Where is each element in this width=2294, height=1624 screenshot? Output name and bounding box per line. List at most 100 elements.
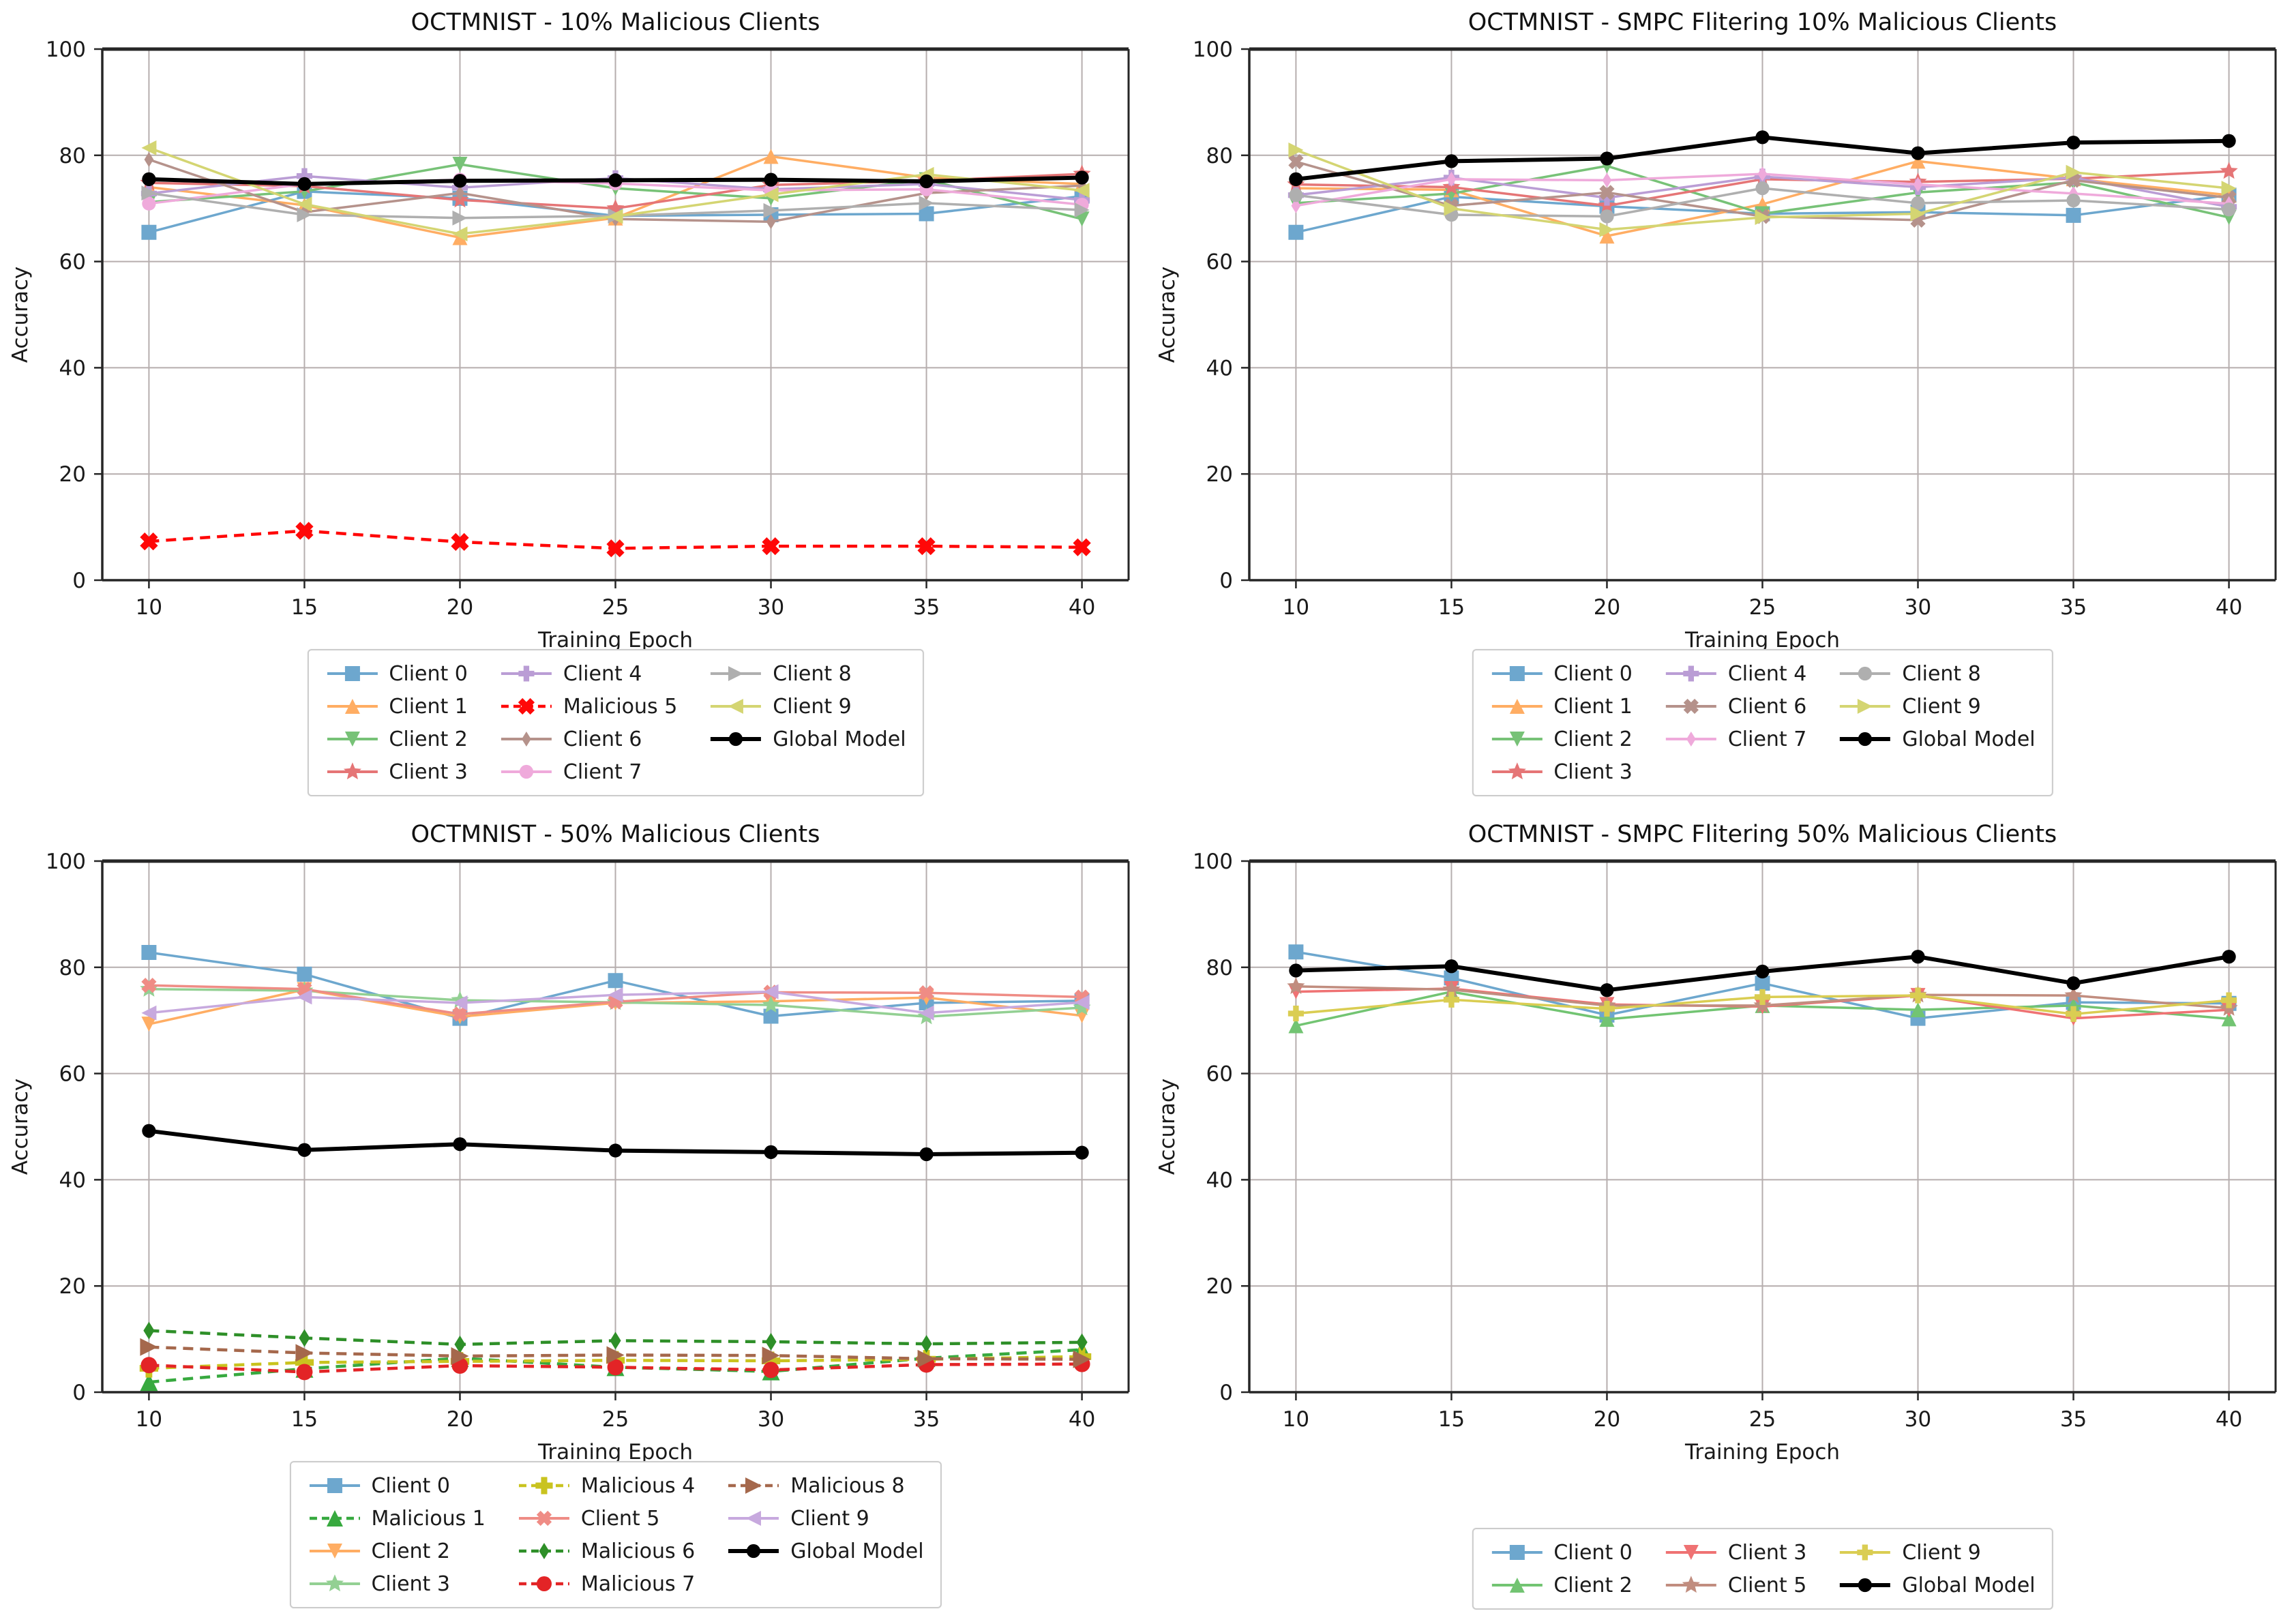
marker-global-model-epoch-20 bbox=[453, 174, 467, 188]
legend-item-malicious-4: Malicious 4 bbox=[517, 1469, 695, 1502]
legend-item-client-0: Client 0 bbox=[1489, 657, 1633, 690]
marker-client-9-epoch-30 bbox=[763, 984, 779, 999]
legend-item-global-model: Global Model bbox=[1838, 1569, 2036, 1602]
marker-client-9-epoch-30 bbox=[1910, 206, 1926, 222]
x-axis-label: Training Epoch bbox=[1684, 628, 1840, 652]
marker-client-8-epoch-20 bbox=[1600, 209, 1614, 224]
marker-global-model-epoch-10 bbox=[142, 172, 156, 186]
marker-global-model-epoch-40 bbox=[2222, 950, 2236, 964]
bottom-left-legend: Client 0 Malicious 1 Client 2 Client 3 Malic… bbox=[289, 1461, 942, 1608]
legend-item-client-3: Client 3 bbox=[1489, 755, 1633, 788]
x-tick-label: 30 bbox=[1905, 595, 1931, 620]
x-tick-label: 20 bbox=[1594, 1407, 1620, 1432]
chart-title: OCTMNIST - 50% Malicious Clients bbox=[411, 821, 820, 848]
legend-marker-client-9 bbox=[1840, 1544, 1891, 1561]
marker-client-3-epoch-30 bbox=[762, 995, 780, 1013]
x-tick-label: 25 bbox=[1749, 1407, 1776, 1432]
marker-global-model-epoch-25 bbox=[1755, 964, 1770, 979]
marker-client-8-epoch-30 bbox=[1911, 196, 1925, 211]
marker-global-model-epoch-25 bbox=[608, 173, 623, 187]
marker-malicious-5-epoch-20 bbox=[451, 532, 469, 552]
x-axis-label: Training Epoch bbox=[537, 628, 693, 652]
marker-global-model-epoch-40 bbox=[1075, 1145, 1089, 1160]
legend-item-client-5: Client 5 bbox=[1664, 1569, 1806, 1602]
legend-item-client-2: Client 2 bbox=[325, 723, 468, 755]
marker-client-9-epoch-10 bbox=[1288, 142, 1304, 158]
marker-client-5-epoch-20 bbox=[452, 1006, 468, 1022]
chart-title: OCTMNIST - SMPC Flitering 50% Malicious … bbox=[1468, 821, 2057, 848]
marker-client-3-epoch-40 bbox=[1073, 998, 1091, 1016]
marker-client-0-epoch-15 bbox=[297, 966, 312, 982]
bottom-left-plot-svg: 10 15 20 25 30 35 40 0 20 40 60 80 100 OCTMNIST - 50%… bbox=[8, 821, 1130, 1464]
x-tick-label: 25 bbox=[1749, 595, 1776, 620]
marker-client-8-epoch-35 bbox=[2066, 193, 2081, 208]
marker-client-2-epoch-35 bbox=[2066, 997, 2081, 1013]
legend-marker-client-6 bbox=[1665, 698, 1716, 715]
marker-global-model-epoch-30 bbox=[1911, 950, 1925, 964]
marker-client-7-epoch-10 bbox=[142, 196, 156, 211]
legend-marker-client-0 bbox=[1491, 666, 1543, 681]
marker-client-0-epoch-10 bbox=[1288, 944, 1304, 960]
marker-client-7-epoch-25 bbox=[1757, 166, 1768, 182]
legend-label: Malicious 8 bbox=[790, 1473, 905, 1498]
legend-sample-marker bbox=[1509, 1545, 1525, 1560]
marker-malicious-1-epoch-10 bbox=[140, 1373, 158, 1392]
legend-item-client-7: Client 7 bbox=[499, 755, 677, 788]
marker-client-0-epoch-10 bbox=[141, 224, 157, 240]
top-right-legend: Client 0 Client 1 Client 2 Client 3 Client 4… bbox=[1472, 649, 2053, 796]
marker-global-model-epoch-20 bbox=[1600, 151, 1614, 166]
marker-client-1-epoch-30 bbox=[763, 149, 779, 164]
marker-malicious-8-epoch-15 bbox=[295, 1344, 314, 1362]
legend-label: Client 6 bbox=[563, 727, 642, 751]
y-tick-label: 100 bbox=[46, 849, 86, 874]
legend-item-malicious-5: Malicious 5 bbox=[499, 690, 677, 723]
y-tick-label: 60 bbox=[59, 1062, 86, 1087]
legend-label: Client 0 bbox=[1553, 1540, 1633, 1565]
legend-label: Client 9 bbox=[1902, 1540, 1981, 1565]
y-tick-label: 60 bbox=[1206, 250, 1233, 275]
legend-item-client-5: Client 5 bbox=[517, 1502, 695, 1535]
marker-malicious-5-epoch-25 bbox=[606, 539, 625, 558]
chart-panel-top-left: 10 15 20 25 30 35 40 0 20 40 60 80 100 OCTMNIST - 10%… bbox=[0, 0, 1147, 812]
marker-malicious-5-epoch-15 bbox=[295, 522, 314, 540]
marker-malicious-4-epoch-30 bbox=[761, 1351, 781, 1370]
marker-client-9-epoch-10 bbox=[141, 1005, 157, 1021]
legend-marker-client-2 bbox=[327, 732, 378, 747]
legend-sample-marker bbox=[1857, 1544, 1873, 1561]
x-tick-label: 10 bbox=[136, 595, 162, 620]
legend-label: Global Model bbox=[773, 727, 906, 751]
legend-item-client-0: Client 0 bbox=[307, 1469, 485, 1502]
marker-global-model-epoch-20 bbox=[1600, 983, 1614, 997]
marker-global-model-epoch-30 bbox=[764, 1145, 778, 1160]
marker-client-5-epoch-35 bbox=[919, 985, 934, 1001]
legend-marker-client-2 bbox=[1491, 732, 1543, 747]
marker-global-model-epoch-40 bbox=[2222, 134, 2236, 148]
y-tick-label: 20 bbox=[59, 462, 86, 487]
legend-label: Client 2 bbox=[371, 1539, 450, 1563]
legend-marker-global-model bbox=[728, 1544, 779, 1559]
y-tick-label: 40 bbox=[59, 356, 86, 380]
x-tick-label: 20 bbox=[1594, 595, 1620, 620]
legend-label: Client 9 bbox=[790, 1506, 869, 1531]
legend-item-global-model: Global Model bbox=[1838, 723, 2036, 755]
legend-marker-malicious-4 bbox=[518, 1477, 569, 1494]
y-tick-label: 0 bbox=[72, 1381, 86, 1405]
marker-client-9-epoch-15 bbox=[297, 196, 312, 212]
legend-label: Client 0 bbox=[371, 1473, 450, 1498]
legend-label: Client 3 bbox=[1727, 1540, 1807, 1565]
marker-client-6-epoch-20 bbox=[455, 185, 465, 201]
marker-client-9-epoch-40 bbox=[2221, 992, 2237, 1008]
marker-malicious-7-epoch-25 bbox=[607, 1359, 624, 1376]
legend-sample-marker bbox=[1509, 666, 1525, 681]
marker-client-2-epoch-10 bbox=[1288, 1018, 1304, 1034]
marker-global-model-epoch-35 bbox=[2066, 976, 2081, 991]
marker-client-8-epoch-40 bbox=[1074, 202, 1090, 218]
marker-client-5-epoch-10 bbox=[1287, 977, 1305, 994]
marker-global-model-epoch-15 bbox=[297, 177, 312, 191]
x-tick-label: 35 bbox=[2060, 595, 2087, 620]
marker-client-9-epoch-20 bbox=[452, 995, 468, 1010]
marker-client-8-epoch-40 bbox=[2222, 202, 2236, 217]
legend-marker-client-8 bbox=[1840, 666, 1891, 681]
marker-client-7-epoch-30 bbox=[1913, 177, 1923, 192]
y-axis-label: Accuracy bbox=[1155, 1079, 1180, 1175]
